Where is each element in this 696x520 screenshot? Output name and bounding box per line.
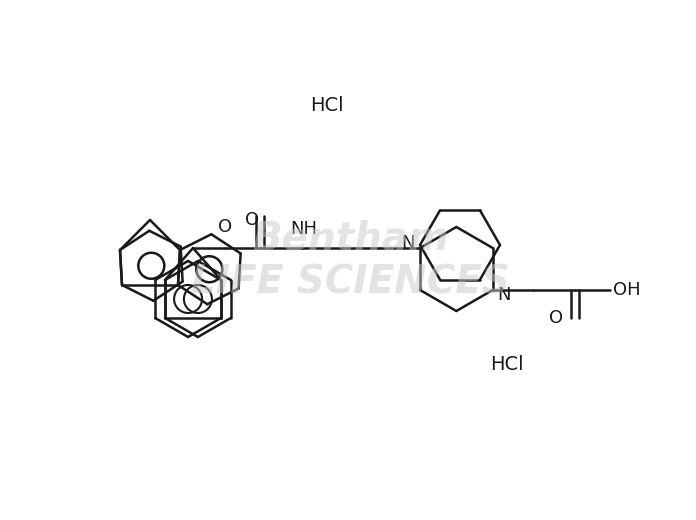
Text: HCl: HCl (490, 356, 523, 374)
Text: N: N (498, 286, 512, 304)
Text: HCl: HCl (310, 96, 344, 114)
Text: NH: NH (290, 220, 317, 238)
Text: O: O (548, 309, 563, 327)
Text: OH: OH (612, 281, 640, 299)
Text: O: O (218, 218, 232, 236)
Text: N: N (402, 234, 415, 252)
Text: O: O (245, 211, 259, 229)
Text: Bentham
LIFE SCIENCES: Bentham LIFE SCIENCES (191, 219, 509, 301)
